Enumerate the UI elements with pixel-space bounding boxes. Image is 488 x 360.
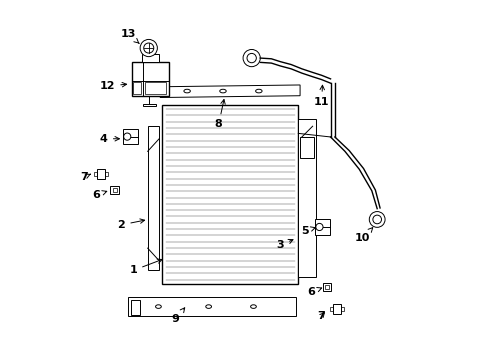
Bar xyxy=(128,297,296,316)
Bar xyxy=(104,172,108,176)
Text: 1: 1 xyxy=(129,259,162,275)
Bar xyxy=(324,285,328,289)
Text: 6: 6 xyxy=(307,287,321,297)
Bar xyxy=(300,137,314,158)
Bar xyxy=(322,283,330,291)
Text: 4: 4 xyxy=(100,134,119,144)
Bar xyxy=(122,129,137,144)
Bar xyxy=(143,104,155,107)
Bar xyxy=(145,82,165,94)
Bar xyxy=(147,126,159,270)
Text: 9: 9 xyxy=(171,308,184,324)
Text: 10: 10 xyxy=(354,228,372,243)
Bar xyxy=(133,82,141,94)
Bar xyxy=(94,172,97,176)
Bar xyxy=(112,188,117,192)
Text: 12: 12 xyxy=(100,81,126,91)
Text: 7: 7 xyxy=(317,311,325,321)
Text: 7: 7 xyxy=(80,172,90,182)
Text: 6: 6 xyxy=(92,190,106,200)
Bar xyxy=(162,105,298,284)
Bar xyxy=(131,300,140,315)
Polygon shape xyxy=(160,85,300,98)
Bar xyxy=(142,54,159,62)
Bar xyxy=(332,304,340,314)
Text: 13: 13 xyxy=(120,29,139,43)
Text: 2: 2 xyxy=(118,219,144,230)
Bar xyxy=(340,307,344,311)
Text: 11: 11 xyxy=(313,85,329,107)
Bar xyxy=(329,307,332,311)
Bar xyxy=(298,119,316,277)
Bar xyxy=(314,220,329,234)
Text: 5: 5 xyxy=(300,226,315,236)
Text: 8: 8 xyxy=(214,99,225,129)
Text: 3: 3 xyxy=(276,239,292,250)
Circle shape xyxy=(140,40,157,57)
Bar xyxy=(97,169,104,179)
Bar xyxy=(131,62,169,96)
Bar xyxy=(110,186,119,194)
